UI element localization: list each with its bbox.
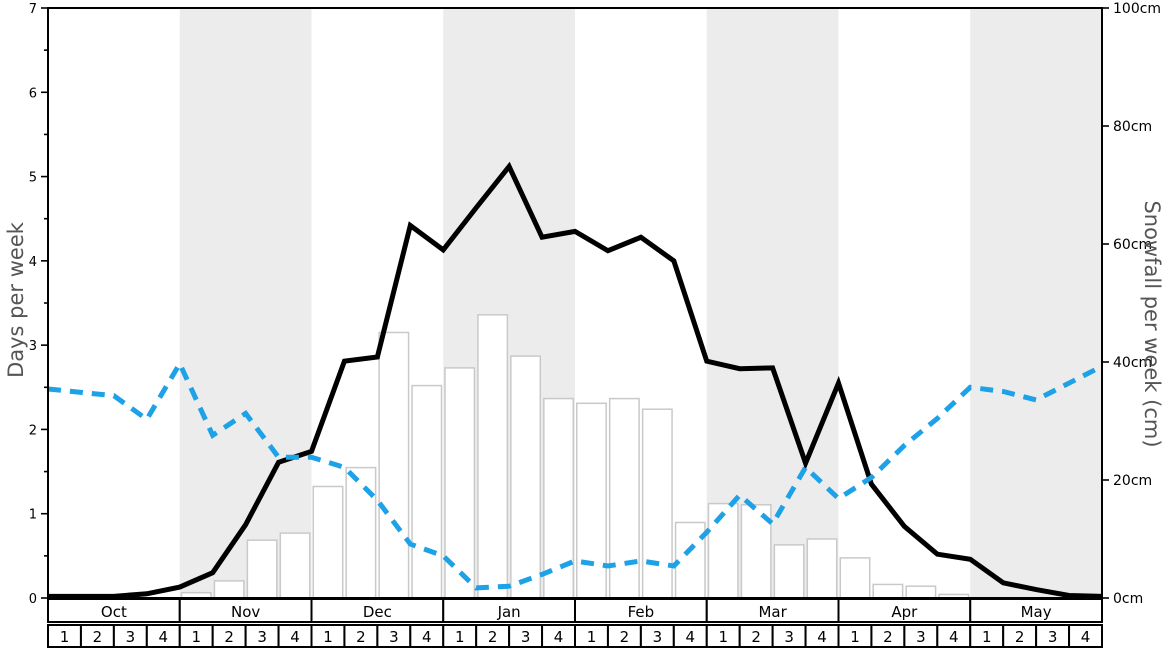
left-axis-tick-label: 3 bbox=[29, 339, 37, 354]
right-axis-tick-label: 0cm bbox=[1113, 591, 1143, 607]
week-label: 3 bbox=[916, 628, 926, 646]
week-label: 2 bbox=[883, 628, 893, 646]
week-label: 4 bbox=[817, 628, 827, 646]
month-band-may bbox=[970, 8, 1102, 598]
week-label: 3 bbox=[126, 628, 136, 646]
right-axis-tick-label: 40cm bbox=[1113, 355, 1152, 371]
month-label: Jan bbox=[497, 603, 521, 621]
left-axis-tick-label: 4 bbox=[29, 255, 37, 270]
week-label: 3 bbox=[521, 628, 531, 646]
month-label: Feb bbox=[628, 603, 655, 621]
week-label: 1 bbox=[718, 628, 728, 646]
week-label: 2 bbox=[356, 628, 366, 646]
snowfall-bar bbox=[674, 521, 706, 599]
week-label: 4 bbox=[686, 628, 696, 646]
left-axis-tick-label: 6 bbox=[29, 86, 37, 101]
snowfall-bar bbox=[806, 538, 838, 599]
snowfall-bar bbox=[872, 583, 904, 599]
right-axis-tick-label: 20cm bbox=[1113, 473, 1152, 489]
week-label: 4 bbox=[1081, 628, 1091, 646]
snowfall-bar bbox=[345, 466, 377, 599]
snowfall-bar bbox=[378, 331, 410, 599]
week-label: 4 bbox=[554, 628, 564, 646]
left-axis-tick-label: 0 bbox=[29, 592, 37, 607]
month-label: Dec bbox=[363, 603, 392, 621]
right-axis-title: Snowfall per week (cm) bbox=[1140, 200, 1164, 448]
week-label: 2 bbox=[488, 628, 498, 646]
left-axis-title: Days per week bbox=[4, 222, 28, 378]
week-label: 4 bbox=[290, 628, 300, 646]
snowfall-bar bbox=[477, 314, 509, 599]
week-label: 2 bbox=[751, 628, 761, 646]
week-label: 2 bbox=[1015, 628, 1025, 646]
snowfall-bar bbox=[641, 408, 673, 599]
month-label: Apr bbox=[891, 603, 918, 621]
week-label: 1 bbox=[455, 628, 465, 646]
month-label: Mar bbox=[758, 603, 787, 621]
week-label: 4 bbox=[159, 628, 169, 646]
week-label: 3 bbox=[784, 628, 794, 646]
snowfall-bar bbox=[839, 557, 871, 599]
left-axis-tick-label: 5 bbox=[29, 171, 37, 186]
right-axis-tick-label: 80cm bbox=[1113, 119, 1152, 135]
month-band-nov bbox=[179, 8, 312, 598]
week-label: 2 bbox=[224, 628, 234, 646]
black-solid-line bbox=[48, 161, 1103, 599]
snowfall-bar bbox=[773, 544, 805, 599]
week-label: 4 bbox=[422, 628, 432, 646]
snowfall-bar bbox=[246, 539, 278, 599]
week-label: 1 bbox=[850, 628, 860, 646]
week-label: 2 bbox=[620, 628, 630, 646]
right-axis-tick-label: 60cm bbox=[1113, 237, 1152, 253]
week-label: 3 bbox=[257, 628, 267, 646]
left-axis-tick-label: 7 bbox=[29, 2, 37, 17]
week-label: 1 bbox=[323, 628, 333, 646]
snowfall-bar bbox=[510, 355, 542, 599]
snowfall-bar bbox=[576, 402, 607, 599]
week-cell bbox=[1068, 624, 1103, 648]
snowfall-bar bbox=[312, 485, 344, 599]
week-label: 4 bbox=[949, 628, 959, 646]
month-label: May bbox=[1021, 603, 1052, 621]
snowfall-bar bbox=[411, 384, 443, 599]
week-label: 1 bbox=[587, 628, 597, 646]
month-cell bbox=[969, 598, 1103, 623]
snowfall-bar bbox=[608, 397, 640, 599]
week-label: 3 bbox=[653, 628, 663, 646]
week-label: 2 bbox=[93, 628, 103, 646]
month-label: Oct bbox=[101, 603, 127, 621]
week-label: 1 bbox=[60, 628, 70, 646]
snowfall-bar bbox=[213, 580, 245, 599]
week-label: 1 bbox=[982, 628, 992, 646]
month-label: Nov bbox=[231, 603, 260, 621]
week-label: 1 bbox=[191, 628, 201, 646]
snowfall-bar bbox=[279, 532, 311, 599]
month-band-mar bbox=[706, 8, 839, 598]
snowfall-bar bbox=[905, 585, 937, 599]
week-label: 3 bbox=[1048, 628, 1058, 646]
snowfall-bar bbox=[707, 502, 739, 599]
left-axis-tick-label: 1 bbox=[29, 508, 37, 523]
snowfall-bar bbox=[543, 397, 574, 599]
week-label: 3 bbox=[389, 628, 399, 646]
left-axis-tick-label: 2 bbox=[29, 423, 37, 438]
right-axis-tick-label: 100cm bbox=[1113, 1, 1161, 17]
